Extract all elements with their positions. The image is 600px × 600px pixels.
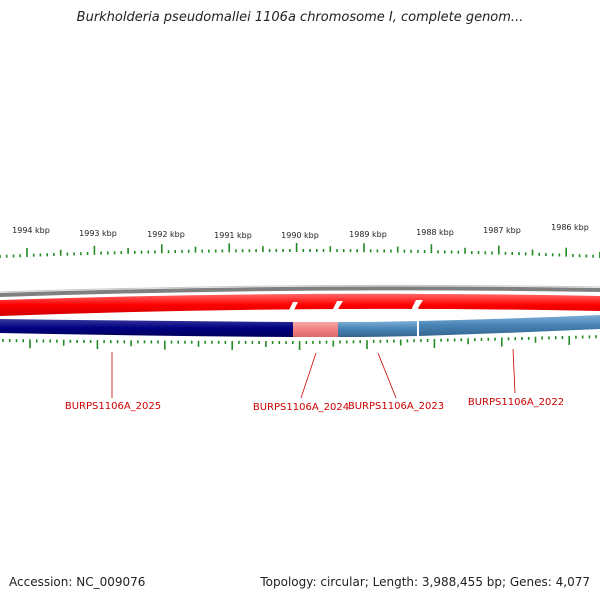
ruler-label: 1986 kbp (551, 223, 589, 232)
ruler-label: 1988 kbp (416, 228, 454, 237)
reverse-gene-BURPS1106A_2024[interactable] (293, 322, 338, 337)
ruler-label: 1990 kbp (281, 231, 319, 240)
genome-backbone (0, 286, 600, 297)
reverse-gene-BURPS1106A_2023[interactable] (338, 321, 417, 337)
genome-summary-text: Topology: circular; Length: 3,988,455 bp… (260, 575, 590, 589)
reverse-gene-BURPS1106A_2025[interactable] (0, 319, 293, 337)
accession-text: Accession: NC_009076 (9, 575, 146, 589)
ruler-ticks-bottom (2, 335, 597, 350)
map-title: Burkholderia pseudomallei 1106a chromoso… (76, 10, 524, 25)
ruler-label: 1992 kbp (147, 230, 185, 239)
ruler-label: 1993 kbp (79, 229, 117, 238)
forward-strand-track[interactable] (0, 293, 600, 316)
ruler-labels: 1994 kbp 1993 kbp 1992 kbp 1991 kbp 1990… (12, 223, 589, 240)
forward-gene-arrow-gap (289, 302, 298, 318)
ruler-label: 1987 kbp (483, 226, 521, 235)
ruler-label: 1989 kbp (349, 230, 387, 239)
forward-gene-arrow-gap (412, 300, 423, 316)
gene-label-BURPS1106A_2023[interactable]: BURPS1106A_2023 (348, 401, 444, 412)
forward-gene-arrow-gap (333, 301, 343, 317)
reverse-gene-gap (417, 320, 419, 337)
gene-label-BURPS1106A_2022[interactable]: BURPS1106A_2022 (468, 397, 564, 408)
genome-backbone-highlight (0, 284, 600, 293)
gene-leader-line (300, 352, 317, 399)
ruler-label: 1991 kbp (214, 231, 252, 240)
gene-label-BURPS1106A_2025[interactable]: BURPS1106A_2025 (65, 401, 161, 412)
reverse-gene-BURPS1106A_2022[interactable] (419, 315, 600, 336)
ruler-label: 1994 kbp (12, 226, 50, 235)
gene-leader-line (377, 352, 397, 399)
gene-leader-line (512, 348, 516, 394)
ruler-ticks-top (0, 243, 600, 258)
gene-label-BURPS1106A_2024[interactable]: BURPS1106A_2024 (253, 402, 349, 413)
